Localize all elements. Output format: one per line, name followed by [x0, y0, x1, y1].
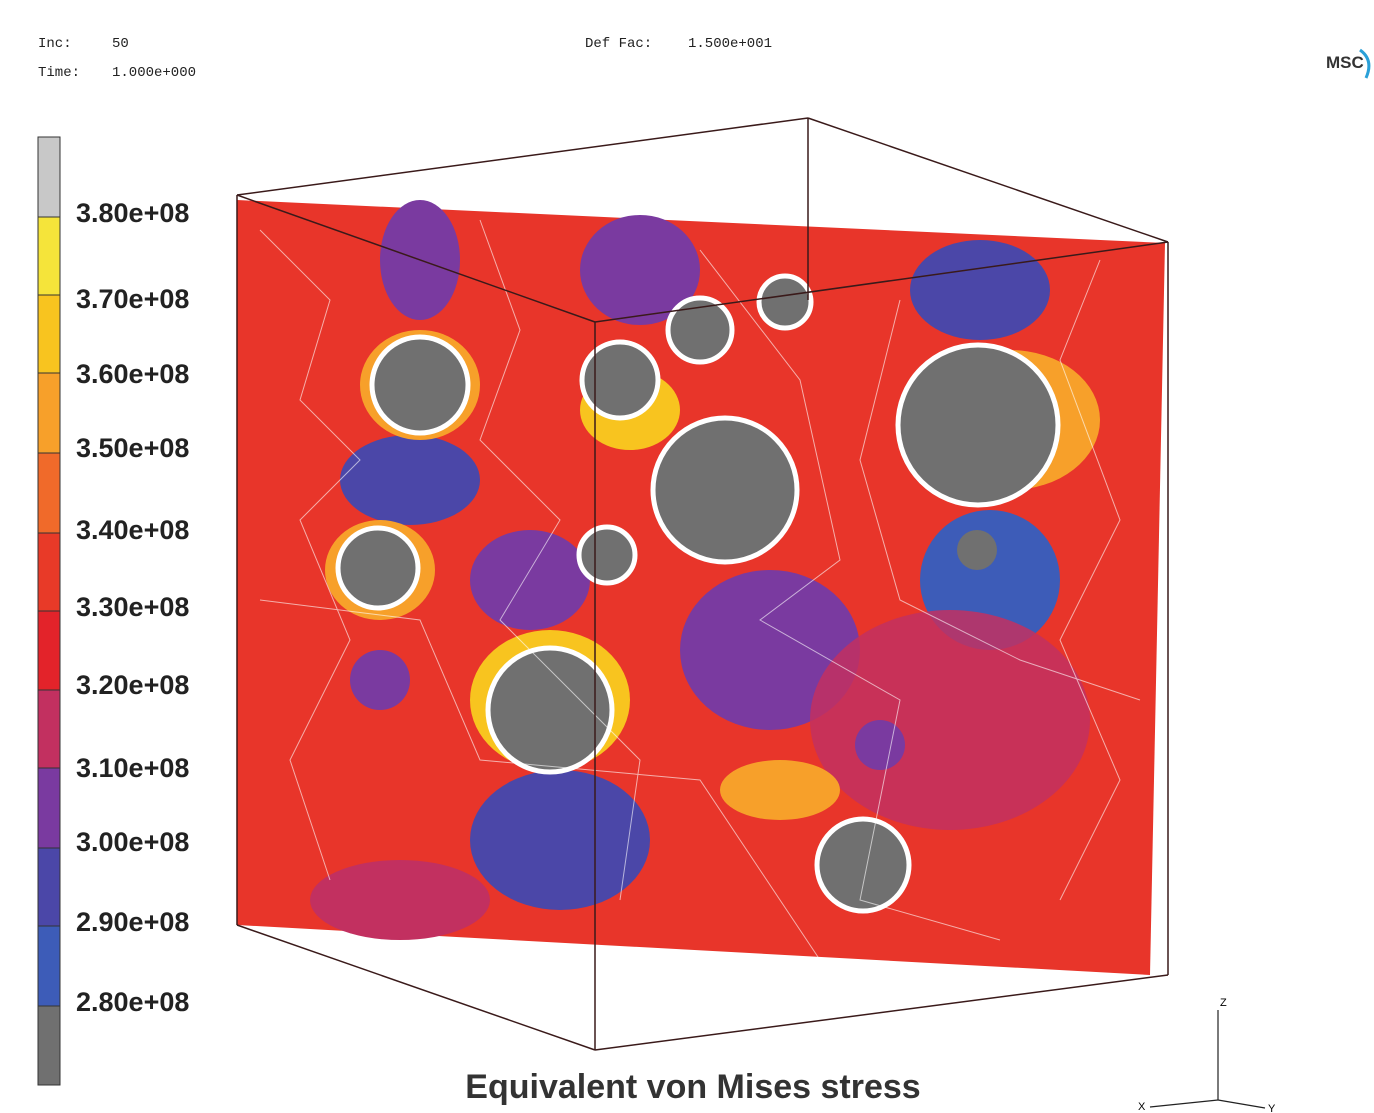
def-fac-label: Def Fac: — [585, 36, 652, 52]
legend-label: 2.80e+08 — [76, 987, 189, 1017]
time-value: 1.000e+000 — [112, 65, 196, 81]
axis-y: Y — [1268, 1103, 1276, 1113]
legend-label: 2.90e+08 — [76, 907, 189, 937]
legend-label: 3.10e+08 — [76, 753, 189, 783]
viewport: Inc: 50 Time: 1.000e+000 Def Fac: 1.500e… — [0, 0, 1374, 1113]
inc-label: Inc: — [38, 36, 72, 52]
legend-bar — [38, 137, 60, 1085]
legend-label: 3.60e+08 — [76, 359, 189, 389]
logo: MSC — [1326, 53, 1364, 72]
legend-label: 3.20e+08 — [76, 670, 189, 700]
def-fac-value: 1.500e+001 — [688, 36, 772, 52]
legend-label: 3.40e+08 — [76, 515, 189, 545]
legend-labels: 3.80e+08 3.70e+08 3.60e+08 3.50e+08 3.40e+08… — [76, 198, 189, 1017]
axis-z: Z — [1220, 997, 1227, 1009]
axis-x: X — [1138, 1101, 1146, 1113]
legend-label: 3.00e+08 — [76, 827, 189, 857]
legend-label: 3.70e+08 — [76, 284, 189, 314]
inc-value: 50 — [112, 36, 129, 52]
scene: Inc: 50 Time: 1.000e+000 Def Fac: 1.500e… — [0, 0, 1374, 1113]
legend-label: 3.30e+08 — [76, 592, 189, 622]
legend-label: 3.50e+08 — [76, 433, 189, 463]
plot-title: Equivalent von Mises stress — [465, 1068, 920, 1106]
legend-label: 3.80e+08 — [76, 198, 189, 228]
time-label: Time: — [38, 65, 80, 81]
axis-triad — [1150, 1010, 1265, 1108]
